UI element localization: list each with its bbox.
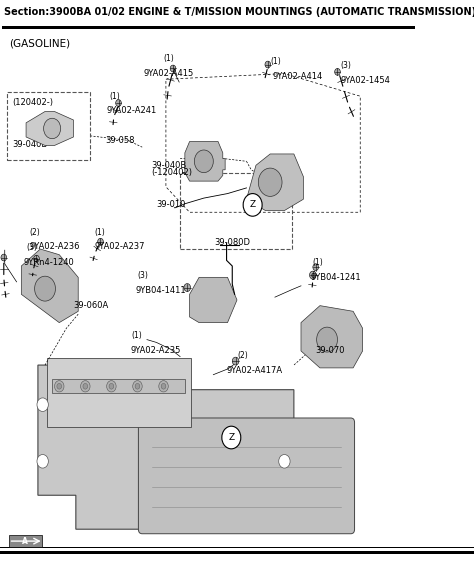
Text: (1): (1) [313,258,324,267]
Text: 9YA02-A235: 9YA02-A235 [130,346,181,355]
Circle shape [222,426,241,449]
Text: (1): (1) [109,92,120,101]
Circle shape [1,254,7,261]
Text: Section:3900BA 01/02 ENGINE & T/MISSION MOUNTINGS (AUTOMATIC TRANSMISSION)(4WD)(: Section:3900BA 01/02 ENGINE & T/MISSION … [4,7,474,17]
Text: (1): (1) [95,228,106,237]
Text: 9YB04-1241: 9YB04-1241 [310,273,361,282]
Circle shape [335,68,340,75]
Bar [180,173,292,249]
Text: 9YA02-A237: 9YA02-A237 [95,242,146,251]
Circle shape [55,380,64,392]
Text: 39-070: 39-070 [316,346,345,355]
Circle shape [232,357,239,365]
Polygon shape [38,365,294,529]
Circle shape [170,65,176,72]
Circle shape [313,264,319,271]
Text: 9YA02-1454: 9YA02-1454 [340,76,390,85]
Polygon shape [190,277,237,323]
Circle shape [159,380,168,392]
Text: 9YA02-A417A: 9YA02-A417A [227,366,283,375]
Text: 9YA02-A415: 9YA02-A415 [144,69,194,78]
Circle shape [243,194,262,216]
Text: 39-040B: 39-040B [12,140,47,149]
Polygon shape [26,112,73,145]
Circle shape [37,398,48,411]
Circle shape [98,238,103,245]
Text: A: A [22,537,28,546]
Text: (3): (3) [26,243,37,252]
Text: (1): (1) [132,331,143,340]
Circle shape [194,150,213,173]
Bar [0,547,474,548]
Polygon shape [246,154,303,211]
Circle shape [37,454,48,468]
Text: 39-080D: 39-080D [214,238,250,247]
Polygon shape [301,306,363,368]
Text: (2): (2) [237,351,248,360]
Circle shape [310,271,316,279]
Bar [47,358,191,427]
Bar [0,0,474,31]
Text: 9YRn4-1240: 9YRn4-1240 [24,258,74,267]
Circle shape [161,384,166,389]
Text: Z: Z [250,200,255,209]
Bar [7,92,90,160]
Text: (3): (3) [340,61,351,70]
Polygon shape [182,142,225,181]
Text: Z: Z [228,433,234,442]
Circle shape [133,380,142,392]
Circle shape [265,61,271,68]
Text: 39-010: 39-010 [156,200,186,209]
Circle shape [81,380,90,392]
Text: (1): (1) [164,54,174,63]
Circle shape [116,100,121,106]
Text: 39-040B: 39-040B [152,161,187,170]
Text: (1): (1) [270,57,281,66]
Text: 39-058: 39-058 [106,136,135,145]
Text: (3): (3) [137,271,148,280]
Text: 39-060A: 39-060A [73,301,109,310]
Text: (-120402): (-120402) [152,168,192,177]
Circle shape [317,327,337,352]
Circle shape [184,284,191,291]
Circle shape [57,384,62,389]
FancyBboxPatch shape [9,535,42,547]
Text: (2): (2) [29,228,40,237]
Bar [2,26,415,29]
Circle shape [279,454,290,468]
Circle shape [258,168,282,196]
Circle shape [44,118,61,139]
Text: 9YA02-A241: 9YA02-A241 [107,106,157,115]
Text: 9YA02-A236: 9YA02-A236 [29,242,80,251]
Bar [0,54,474,541]
Bar [52,379,185,393]
Circle shape [107,380,116,392]
Circle shape [34,255,39,262]
Circle shape [135,384,140,389]
Text: 9YA02-A414: 9YA02-A414 [273,72,323,81]
Circle shape [83,384,88,389]
Text: 9YB04-1411: 9YB04-1411 [135,286,186,295]
FancyBboxPatch shape [138,418,355,534]
Text: (GASOLINE): (GASOLINE) [9,38,71,49]
Bar [0,551,474,554]
Polygon shape [21,249,78,323]
Text: (120402-): (120402-) [12,98,53,108]
Circle shape [35,276,55,301]
Circle shape [109,384,114,389]
